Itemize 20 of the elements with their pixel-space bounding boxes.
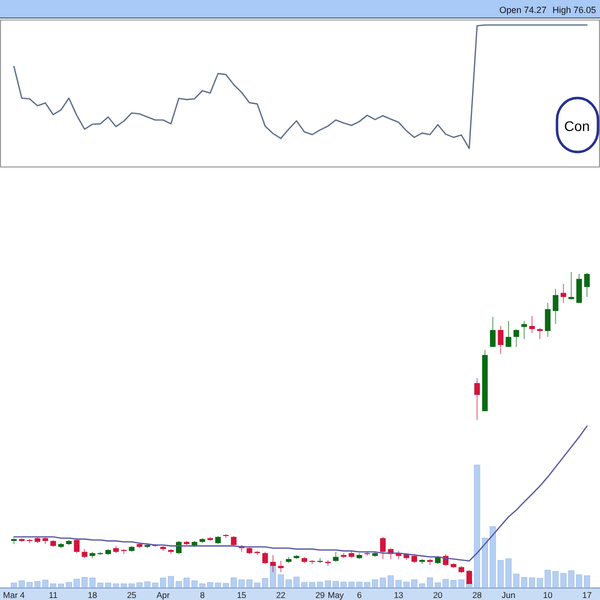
x-tick-label: May bbox=[328, 590, 345, 600]
x-tick-label: 13 bbox=[394, 590, 404, 600]
x-tick-label: 28 bbox=[472, 590, 482, 600]
x-tick-label: 15 bbox=[236, 590, 247, 600]
annotation: Con bbox=[564, 118, 590, 134]
x-tick-label: 29 bbox=[315, 590, 326, 600]
x-tick-label: 22 bbox=[276, 590, 286, 600]
x-tick-label: 20 bbox=[433, 590, 443, 600]
x-tick-label: Apr bbox=[156, 590, 170, 600]
x-tick-label: 18 bbox=[88, 590, 98, 600]
x-tick-label: 8 bbox=[200, 590, 205, 600]
x-tick-label: 11 bbox=[48, 590, 58, 600]
x-tick-label: 25 bbox=[126, 590, 137, 600]
text: High 76.05 bbox=[552, 5, 596, 15]
x-tick-label: 17 bbox=[582, 590, 592, 600]
x-tick-label: 6 bbox=[356, 590, 362, 600]
x-tick-label: 10 bbox=[542, 590, 553, 600]
x-tick-label: Mar 4 bbox=[3, 590, 26, 600]
text: Open 74.27 bbox=[499, 5, 546, 15]
x-tick-label: Jun bbox=[502, 590, 516, 600]
